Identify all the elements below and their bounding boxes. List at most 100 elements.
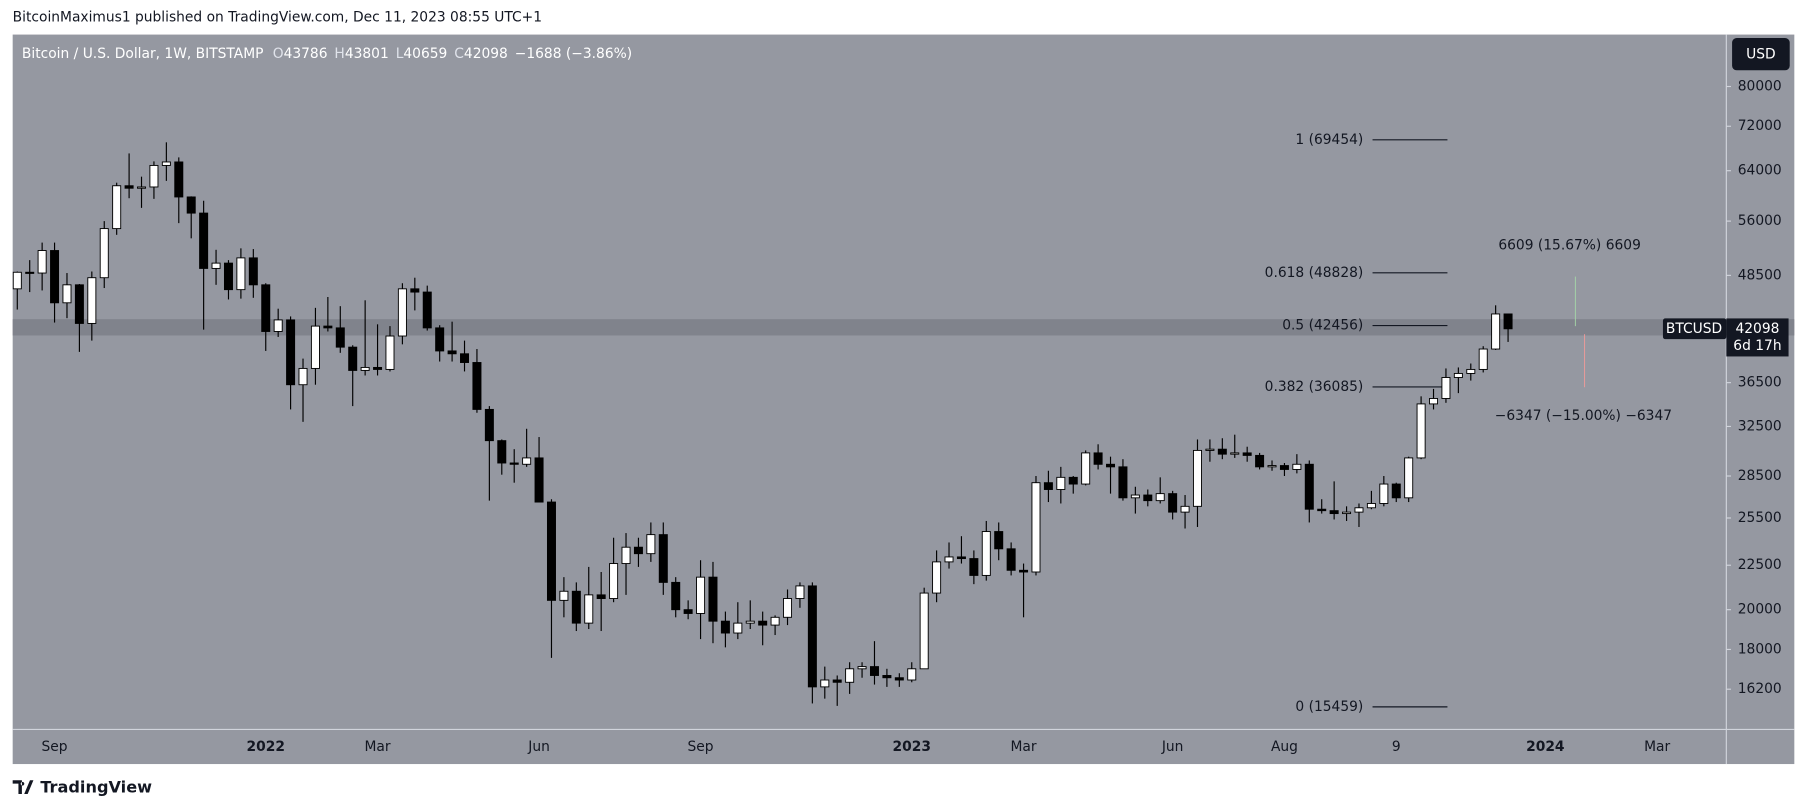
candle-body [1081, 452, 1091, 485]
candle-body [1391, 483, 1401, 499]
candle-body [1118, 466, 1128, 499]
brand-name: TradingView [40, 778, 152, 797]
candle-body [596, 594, 606, 599]
candle-body [360, 366, 370, 371]
y-tick-label: 36500 [1738, 375, 1782, 391]
candle-body [832, 679, 842, 683]
candle-body [671, 581, 681, 611]
candle-body [1130, 494, 1140, 499]
candle-body [646, 534, 656, 555]
ohlc-key: L [396, 46, 404, 62]
symbol-legend: Bitcoin / U.S. Dollar, 1W, BITSTAMP O4378… [22, 46, 632, 62]
y-tick-label: 64000 [1738, 163, 1782, 179]
fib-label: 0 (15459) [1295, 699, 1363, 715]
candle-body [1205, 448, 1215, 451]
candle-body [1503, 313, 1513, 330]
x-tick-label: Mar [1011, 739, 1037, 755]
candle-body [683, 609, 693, 614]
candle-body [1192, 449, 1202, 507]
candle-body [1478, 348, 1488, 370]
candle-body [50, 250, 60, 304]
candle-body [87, 277, 97, 324]
candle-body [522, 457, 532, 465]
x-tick-label: Sep [42, 739, 68, 755]
candle-body [584, 594, 594, 624]
candle-body [845, 668, 855, 683]
candle-body [758, 620, 768, 626]
candle-body [509, 462, 519, 465]
footer-logo [12, 780, 34, 795]
candle-body [199, 212, 209, 269]
candle-body [74, 284, 84, 324]
candle-body [286, 319, 296, 386]
candle-body [223, 262, 233, 291]
candle-body [1329, 510, 1339, 515]
candle-body [484, 408, 494, 442]
ohlc-key: O [273, 46, 284, 62]
candle-body [894, 677, 904, 681]
x-tick-label: Sep [688, 739, 714, 755]
candle-body [994, 531, 1004, 550]
candle-body [1267, 465, 1277, 468]
candle-body [857, 666, 867, 670]
candle-body [298, 367, 308, 386]
candle-body [1279, 465, 1289, 470]
candle-body [633, 546, 643, 555]
candle-body [149, 164, 159, 188]
candle-body [1366, 503, 1376, 509]
x-tick-label: Jun [527, 739, 550, 755]
chart-background [12, 34, 1795, 765]
candle-body [137, 186, 147, 189]
candle-body [422, 291, 432, 329]
candle-body [248, 257, 258, 286]
y-tick-label: 28500 [1738, 468, 1782, 484]
y-tick-label: 16200 [1738, 681, 1782, 697]
candle-body [1155, 493, 1165, 502]
candle-body [397, 288, 407, 337]
candle-body [1453, 372, 1463, 378]
y-tick-label: 25500 [1738, 510, 1782, 526]
candle-body [1354, 507, 1364, 513]
candle-body [1466, 368, 1476, 374]
candle-body [373, 366, 383, 370]
candle-body [1143, 494, 1153, 502]
fib-label: 0.618 (48828) [1265, 265, 1364, 281]
candle-body [1317, 508, 1327, 512]
candle-body [1491, 313, 1501, 350]
support-zone [12, 319, 1795, 336]
currency-button[interactable] [1732, 38, 1790, 71]
candle-body [472, 362, 482, 410]
currency-label[interactable]: USD [1746, 47, 1776, 63]
measure-annotation: −6347 (−15.00%) −6347 [1495, 408, 1672, 424]
logo-mark [12, 780, 34, 795]
candle-body [12, 271, 22, 290]
candle-body [720, 620, 730, 634]
candle-body [1006, 548, 1016, 571]
x-tick-label: Mar [365, 739, 391, 755]
candle-body [907, 668, 917, 681]
candle-body [969, 558, 979, 576]
candle-body [161, 161, 171, 166]
ohlc-value: 43801 [345, 46, 389, 62]
candle-body [447, 350, 457, 355]
candle-body [497, 440, 507, 464]
candle-body [609, 563, 619, 599]
plot-area: 16200 18000 20000 22500 25500 28500 32500 36500… [12, 78, 1795, 755]
candle-body [410, 288, 420, 293]
candle-body [1292, 463, 1302, 470]
candle-body [124, 185, 134, 189]
price-tag [1726, 318, 1789, 357]
candle-body [323, 325, 333, 329]
y-tick-label: 56000 [1738, 213, 1782, 229]
symbol-tag [1662, 318, 1727, 340]
candle-body [236, 257, 246, 291]
candle-body [783, 598, 793, 618]
ohlc-key: C [454, 46, 464, 62]
candle-body [1217, 448, 1227, 455]
candle-body [696, 576, 706, 614]
y-tick-label: 20000 [1738, 602, 1782, 618]
candle-body [1242, 452, 1252, 456]
candle-body [1106, 463, 1116, 468]
candle-body [869, 666, 879, 676]
